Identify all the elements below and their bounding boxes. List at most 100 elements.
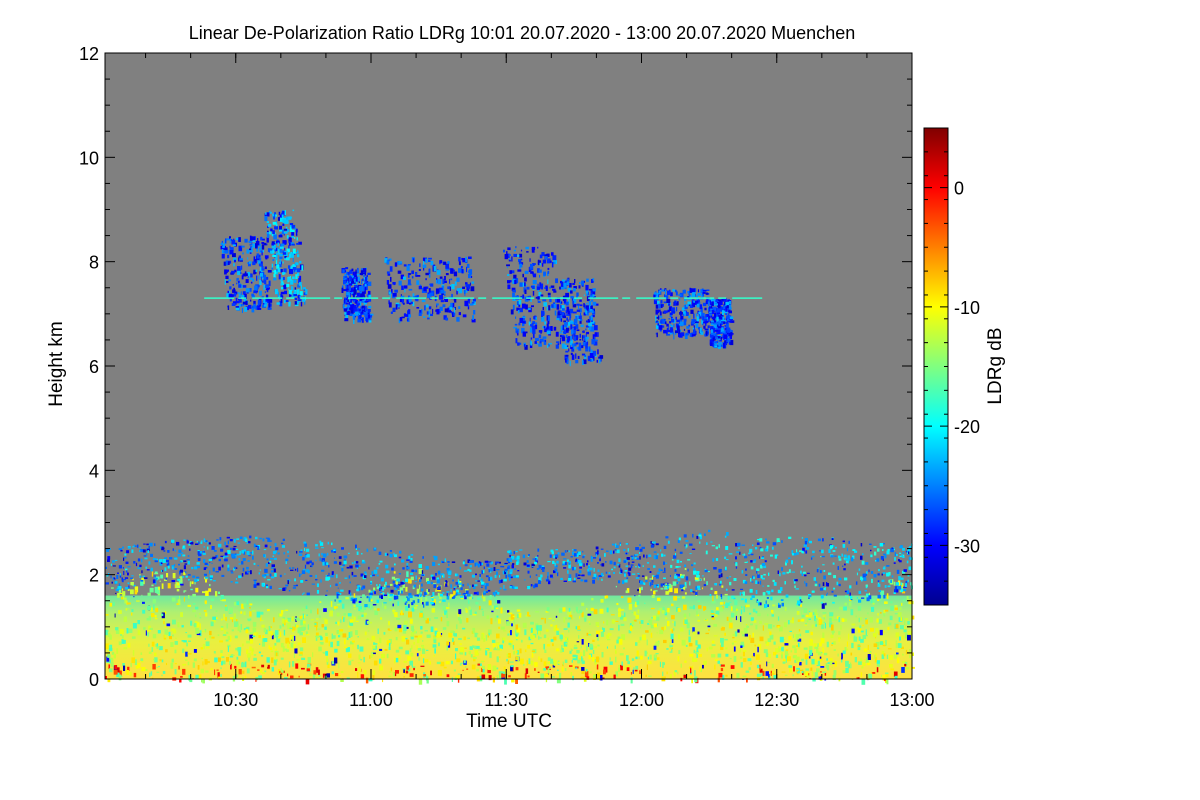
- bl-cell: [740, 616, 742, 622]
- aerosol-cell: [381, 595, 383, 599]
- bl-cell: [545, 666, 550, 670]
- aerosol-cell: [406, 562, 409, 566]
- aerosol-cell: [315, 547, 319, 549]
- aerosol-cell: [358, 600, 362, 603]
- bl-cell: [189, 677, 193, 683]
- bl-cell: [534, 662, 538, 667]
- aerosol-cell: [383, 602, 387, 604]
- bl-cell: [151, 584, 154, 587]
- aerosol-cell: [808, 540, 812, 544]
- bl-cell: [823, 652, 828, 656]
- aerosol-cell: [277, 552, 280, 555]
- bl-cell: [426, 678, 429, 684]
- bl-cell: [124, 597, 127, 604]
- aerosol-cell: [485, 591, 488, 593]
- bl-cell: [498, 626, 501, 629]
- bl-cell: [860, 638, 864, 643]
- aerosol-cell: [903, 569, 907, 572]
- bl-cell: [854, 657, 857, 663]
- aerosol-cell: [421, 588, 424, 592]
- bl-cell: [862, 634, 867, 639]
- bl-cell: [406, 639, 410, 645]
- aerosol-cell: [791, 560, 793, 565]
- cirrus-cell: [240, 291, 242, 296]
- bl-cell: [544, 673, 549, 677]
- bl-cell: [659, 661, 661, 667]
- bl-cell: [176, 603, 179, 606]
- aerosol-cell: [455, 581, 459, 585]
- aerosol-cell: [415, 575, 417, 580]
- aerosol-cell: [646, 554, 648, 559]
- bl-cell: [626, 667, 630, 671]
- aerosol-cell: [316, 583, 319, 588]
- bl-cell: [423, 674, 426, 677]
- bl-cell: [664, 626, 666, 630]
- bl-cell: [651, 575, 653, 581]
- aerosol-cell: [226, 536, 230, 539]
- bl-cell: [109, 657, 113, 660]
- bl-cell: [210, 668, 213, 671]
- aerosol-cell: [455, 573, 459, 577]
- bl-cell: [714, 614, 718, 617]
- bl-cell: [278, 629, 280, 631]
- bl-cell: [521, 639, 523, 643]
- bl-cell: [508, 617, 511, 622]
- aerosol-cell: [830, 555, 834, 558]
- bl-cell: [310, 609, 312, 614]
- bl-cell: [151, 641, 155, 647]
- aerosol-cell: [336, 595, 339, 599]
- bl-cell: [154, 615, 157, 618]
- aerosol-cell: [370, 590, 373, 595]
- aerosol-cell: [765, 604, 768, 608]
- bl-cell: [315, 667, 319, 673]
- bl-cell: [656, 612, 660, 617]
- bl-cell: [696, 653, 698, 658]
- bl-cell: [752, 608, 756, 613]
- aerosol-cell: [540, 574, 543, 578]
- bl-cell: [789, 620, 793, 623]
- bl-cell: [221, 656, 225, 658]
- bl-cell: [227, 644, 231, 648]
- aerosol-cell: [478, 561, 481, 564]
- bl-cell: [299, 651, 303, 656]
- bl-cell: [573, 646, 578, 650]
- bl-cell: [254, 634, 258, 637]
- bl-cell: [783, 622, 787, 628]
- bl-cell: [488, 675, 492, 681]
- aerosol-cell: [185, 571, 187, 574]
- aerosol-cell: [671, 559, 674, 561]
- aerosol-cell: [575, 559, 577, 563]
- aerosol-cell: [107, 559, 110, 562]
- aerosol-cell: [300, 573, 302, 576]
- aerosol-cell: [509, 554, 511, 558]
- bl-cell: [831, 624, 834, 631]
- bl-cell: [632, 601, 636, 604]
- bl-cell: [338, 674, 341, 677]
- aerosol-cell: [743, 553, 745, 557]
- aerosol-cell: [396, 578, 400, 582]
- bl-cell: [544, 649, 547, 653]
- bl-cell: [587, 613, 592, 616]
- bl-cell: [683, 604, 687, 611]
- bl-cell: [848, 602, 852, 607]
- aerosol-cell: [248, 541, 251, 544]
- aerosol-cell: [209, 561, 211, 563]
- aerosol-cell: [510, 556, 515, 560]
- bl-cell: [901, 602, 903, 606]
- bl-cell: [331, 671, 334, 675]
- bl-cell: [400, 610, 403, 616]
- bl-cell: [440, 634, 442, 637]
- bl-cell: [334, 657, 338, 664]
- aerosol-cell: [513, 551, 515, 555]
- bl-cell: [171, 658, 174, 663]
- aerosol-cell: [310, 565, 312, 567]
- bl-cell: [197, 665, 200, 670]
- bl-cell: [627, 597, 632, 603]
- bl-cell: [525, 668, 529, 674]
- bl-cell: [689, 672, 692, 675]
- aerosol-cell: [204, 562, 208, 565]
- aerosol-cell: [263, 554, 265, 557]
- bl-cell: [193, 658, 197, 662]
- bl-cell: [338, 631, 343, 636]
- aerosol-cell: [126, 550, 130, 554]
